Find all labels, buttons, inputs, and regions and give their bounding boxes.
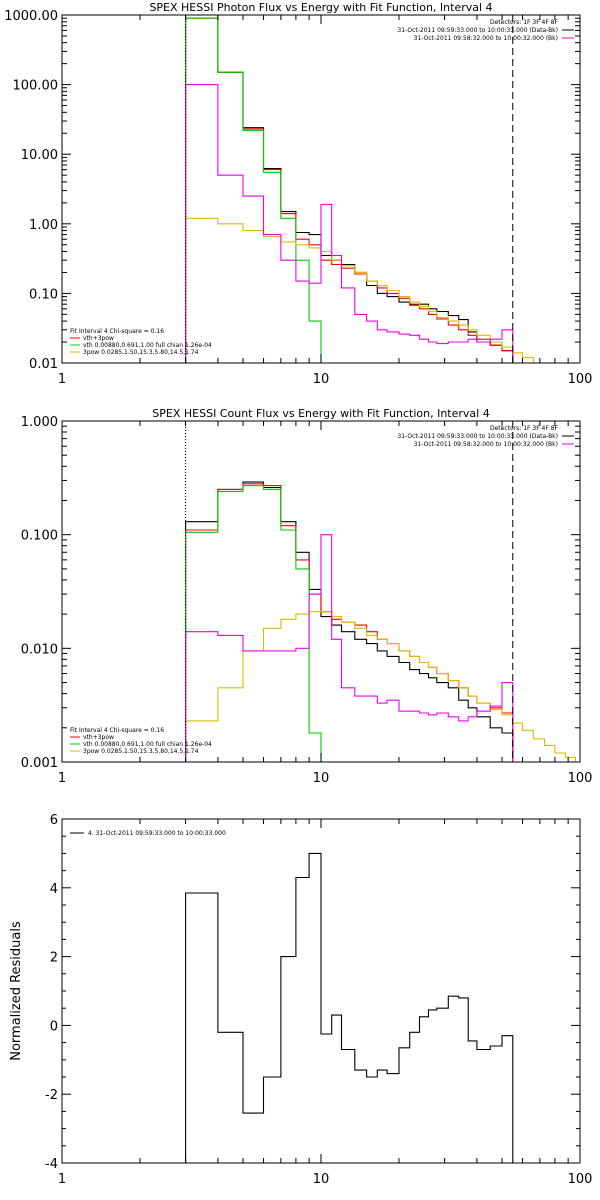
legend-entry: Detectors: 1F 3F 4F 8F	[490, 19, 559, 26]
y-axis: 0.001 0.010 0.100 1.000	[21, 415, 580, 771]
legend-bottom: Fit Interval 4 Chi-square = 0.16vth+3pow…	[70, 727, 212, 755]
series-line-green	[185, 485, 322, 762]
chart-panel-3: Normalized Residuals 1 10 100 -4 -2 0 2 4 6 4. 31-…	[9, 813, 592, 1187]
series-line-red	[185, 17, 514, 363]
legend-entry: Fit Interval 4 Chi-square = 0.16	[70, 727, 164, 734]
series-group	[185, 481, 580, 762]
x-tick-label: 10	[313, 771, 330, 786]
x-tick-label: 100	[568, 771, 593, 786]
legend-entry: vth+3pow	[83, 734, 114, 741]
legend-entry: vth+3pow	[83, 335, 114, 342]
y-tick-label: 0.10	[29, 287, 58, 302]
series-group	[185, 852, 514, 1163]
y-tick-label: 0.01	[29, 357, 58, 372]
legend-entry: 31-Oct-2011 09:59:33.000 to 10:00:33.000…	[397, 27, 558, 34]
y-axis: -4 -2 0 2 4 6	[45, 813, 580, 1172]
y-tick-label: 1.00	[29, 218, 58, 233]
x-tick-label: 100	[568, 1172, 593, 1187]
y-tick-label: 4	[50, 882, 58, 897]
y-tick-label: 0	[50, 1019, 58, 1034]
series-line-magenta	[185, 84, 514, 363]
y-tick-label: -2	[45, 1088, 58, 1103]
y-axis-label: Normalized Residuals	[9, 921, 24, 1061]
legend-entry: Detectors: 1F 3F 4F 8F	[490, 425, 559, 432]
x-tick-label: 10	[313, 1172, 330, 1187]
series-line-magenta	[185, 534, 514, 762]
y-tick-label: 100.00	[13, 79, 59, 94]
y-tick-label: 0.001	[21, 756, 58, 771]
chart-title: SPEX HESSI Count Flux vs Energy with Fit…	[152, 407, 489, 420]
legend-top: 4. 31-Oct-2011 09:59:33.000 to 10:00:33.…	[70, 830, 226, 837]
y-tick-label: 1.000	[21, 415, 58, 430]
series-line-red	[185, 483, 514, 762]
legend-entry: 3pow 0.0285,1.50,15.3,5.80,14.5,1.74	[83, 748, 199, 755]
series-line-black	[185, 852, 514, 1163]
legend-entry: Fit Interval 4 Chi-square = 0.16	[70, 328, 164, 335]
series-line-black	[185, 481, 514, 762]
plot-frame	[61, 14, 581, 364]
y-tick-label: 2	[50, 951, 58, 966]
series-line-yellow	[185, 611, 580, 762]
x-tick-label: 100	[568, 372, 593, 387]
legend-bottom: Fit Interval 4 Chi-square = 0.16vth+3pow…	[70, 328, 212, 356]
x-tick-label: 1	[58, 372, 66, 387]
x-axis: 1 10 100	[58, 421, 593, 786]
x-tick-label: 1	[58, 771, 66, 786]
x-tick-label: 1	[58, 1172, 66, 1187]
chart-title: SPEX HESSI Photon Flux vs Energy with Fi…	[149, 1, 492, 14]
legend-entry: 4. 31-Oct-2011 09:59:33.000 to 10:00:33.…	[88, 830, 226, 837]
chart-panel-1: SPEX HESSI Photon Flux vs Energy with Fi…	[4, 1, 592, 387]
y-tick-label: 0.100	[21, 529, 58, 544]
y-tick-label: -4	[45, 1157, 58, 1172]
legend-entry: 31-Oct-2011 09:58:32.000 to 10:00:32.000…	[414, 441, 558, 448]
x-axis: 1 10 100	[58, 819, 593, 1187]
legend-entry: 3pow 0.0285,1.50,15.3,5.80,14.5,1.74	[83, 349, 199, 356]
series-group	[185, 15, 534, 363]
y-tick-label: 1000.00	[4, 9, 58, 24]
x-axis: 1 10 100	[58, 15, 593, 387]
legend-entry: vth 0.00880,0.691,1.00 full chian 1.26e-…	[83, 741, 212, 748]
series-line-yellow	[185, 217, 534, 363]
y-tick-label: 10.00	[21, 148, 58, 163]
y-tick-label: 0.010	[21, 642, 58, 657]
y-tick-label: 6	[50, 813, 58, 828]
legend-entry: 31-Oct-2011 09:58:32.000 to 10:00:32.000…	[414, 35, 558, 42]
legend-entry: vth 0.00880,0.691,1.00 full chian 1.26e-…	[83, 342, 212, 349]
legend-entry: 31-Oct-2011 09:59:33.000 to 10:00:33.000…	[397, 433, 558, 440]
chart-panel-2: SPEX HESSI Count Flux vs Energy with Fit…	[21, 407, 593, 786]
y-axis: 0.01 0.10 1.00 10.00 100.00 1000.00	[4, 9, 580, 372]
series-line-green	[185, 17, 322, 363]
x-tick-label: 10	[313, 372, 330, 387]
series-line-black	[185, 15, 514, 363]
